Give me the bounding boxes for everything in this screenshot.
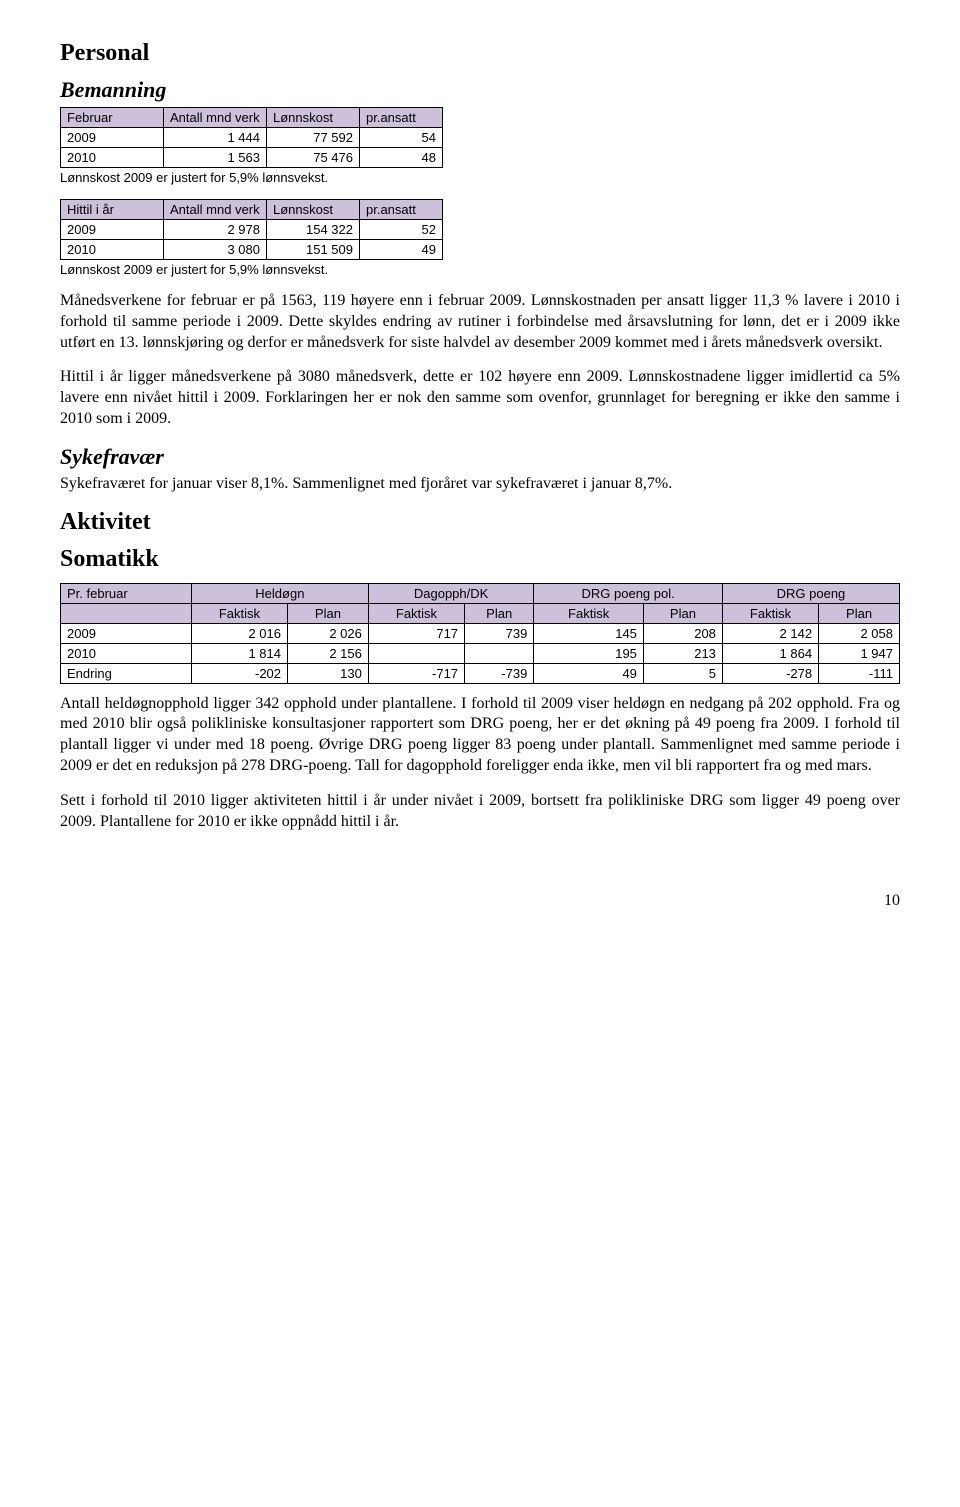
cell: 145: [534, 623, 644, 643]
cell: 151 509: [267, 240, 360, 260]
paragraph: Hittil i år ligger månedsverkene på 3080…: [60, 367, 900, 429]
col-header: DRG poeng pol.: [534, 583, 723, 603]
cell: 1 864: [722, 643, 818, 663]
cell: -278: [722, 663, 818, 683]
paragraph: Månedsverkene for februar er på 1563, 11…: [60, 291, 900, 353]
table-bemanning-hittil: Hittil i år Antall mnd verk Lønnskost pr…: [60, 199, 443, 260]
col-header: Antall mnd verk: [164, 108, 267, 128]
table-row: 2010 1 814 2 156 195 213 1 864 1 947: [61, 643, 900, 663]
cell: 48: [360, 148, 443, 168]
cell: Endring: [61, 663, 192, 683]
cell: 2 058: [819, 623, 900, 643]
cell: 2009: [61, 220, 164, 240]
cell: 3 080: [164, 240, 267, 260]
table-note: Lønnskost 2009 er justert for 5,9% lønns…: [60, 170, 900, 185]
cell: 54: [360, 128, 443, 148]
table-note: Lønnskost 2009 er justert for 5,9% lønns…: [60, 262, 900, 277]
table-bemanning-februar: Februar Antall mnd verk Lønnskost pr.ans…: [60, 107, 443, 168]
table-row: 2010 3 080 151 509 49: [61, 240, 443, 260]
cell: 2009: [61, 128, 164, 148]
cell: 2010: [61, 643, 192, 663]
cell: 717: [368, 623, 464, 643]
col-header: pr.ansatt: [360, 200, 443, 220]
cell: 130: [288, 663, 369, 683]
page-number: 10: [60, 892, 900, 910]
cell: 2 978: [164, 220, 267, 240]
table-row: 2010 1 563 75 476 48: [61, 148, 443, 168]
col-header: Februar: [61, 108, 164, 128]
cell: 1 947: [819, 643, 900, 663]
col-header: Plan: [819, 603, 900, 623]
cell: 49: [534, 663, 644, 683]
cell: 1 444: [164, 128, 267, 148]
col-header: Pr. februar: [61, 583, 192, 603]
cell: 49: [360, 240, 443, 260]
col-header: Faktisk: [722, 603, 818, 623]
table-row: Endring -202 130 -717 -739 49 5 -278 -11…: [61, 663, 900, 683]
heading-sykefravaer: Sykefravær: [60, 444, 900, 470]
table-row: 2009 2 016 2 026 717 739 145 208 2 142 2…: [61, 623, 900, 643]
table-row: 2009 2 978 154 322 52: [61, 220, 443, 240]
cell: [465, 643, 534, 663]
cell: 739: [465, 623, 534, 643]
col-header: [61, 603, 192, 623]
col-header: Lønnskost: [267, 108, 360, 128]
col-header: Lønnskost: [267, 200, 360, 220]
cell: -111: [819, 663, 900, 683]
cell: -717: [368, 663, 464, 683]
col-header: Dagopph/DK: [368, 583, 533, 603]
col-header: DRG poeng: [722, 583, 899, 603]
cell: 154 322: [267, 220, 360, 240]
col-header: Plan: [288, 603, 369, 623]
col-header: Plan: [643, 603, 722, 623]
table-somatikk: Pr. februar Heldøgn Dagopph/DK DRG poeng…: [60, 583, 900, 684]
cell: 208: [643, 623, 722, 643]
table-row: 2009 1 444 77 592 54: [61, 128, 443, 148]
col-header: Faktisk: [368, 603, 464, 623]
col-header: Faktisk: [191, 603, 287, 623]
paragraph: Antall heldøgnopphold ligger 342 opphold…: [60, 694, 900, 777]
col-header: pr.ansatt: [360, 108, 443, 128]
cell: 2010: [61, 148, 164, 168]
cell: 2 142: [722, 623, 818, 643]
cell: -202: [191, 663, 287, 683]
cell: 77 592: [267, 128, 360, 148]
cell: 2010: [61, 240, 164, 260]
col-header: Faktisk: [534, 603, 644, 623]
heading-aktivitet: Aktivitet: [60, 509, 900, 536]
heading-personal: Personal: [60, 40, 900, 67]
cell: 1 563: [164, 148, 267, 168]
cell: -739: [465, 663, 534, 683]
cell: 2009: [61, 623, 192, 643]
cell: 75 476: [267, 148, 360, 168]
heading-somatikk: Somatikk: [60, 546, 900, 573]
cell: 2 156: [288, 643, 369, 663]
cell: [368, 643, 464, 663]
heading-bemanning: Bemanning: [60, 77, 900, 103]
col-header: Antall mnd verk: [164, 200, 267, 220]
cell: 1 814: [191, 643, 287, 663]
cell: 195: [534, 643, 644, 663]
paragraph: Sykefraværet for januar viser 8,1%. Samm…: [60, 474, 900, 495]
cell: 2 016: [191, 623, 287, 643]
cell: 52: [360, 220, 443, 240]
col-header: Hittil i år: [61, 200, 164, 220]
paragraph: Sett i forhold til 2010 ligger aktivitet…: [60, 791, 900, 833]
col-header: Heldøgn: [191, 583, 368, 603]
cell: 2 026: [288, 623, 369, 643]
cell: 5: [643, 663, 722, 683]
cell: 213: [643, 643, 722, 663]
col-header: Plan: [465, 603, 534, 623]
